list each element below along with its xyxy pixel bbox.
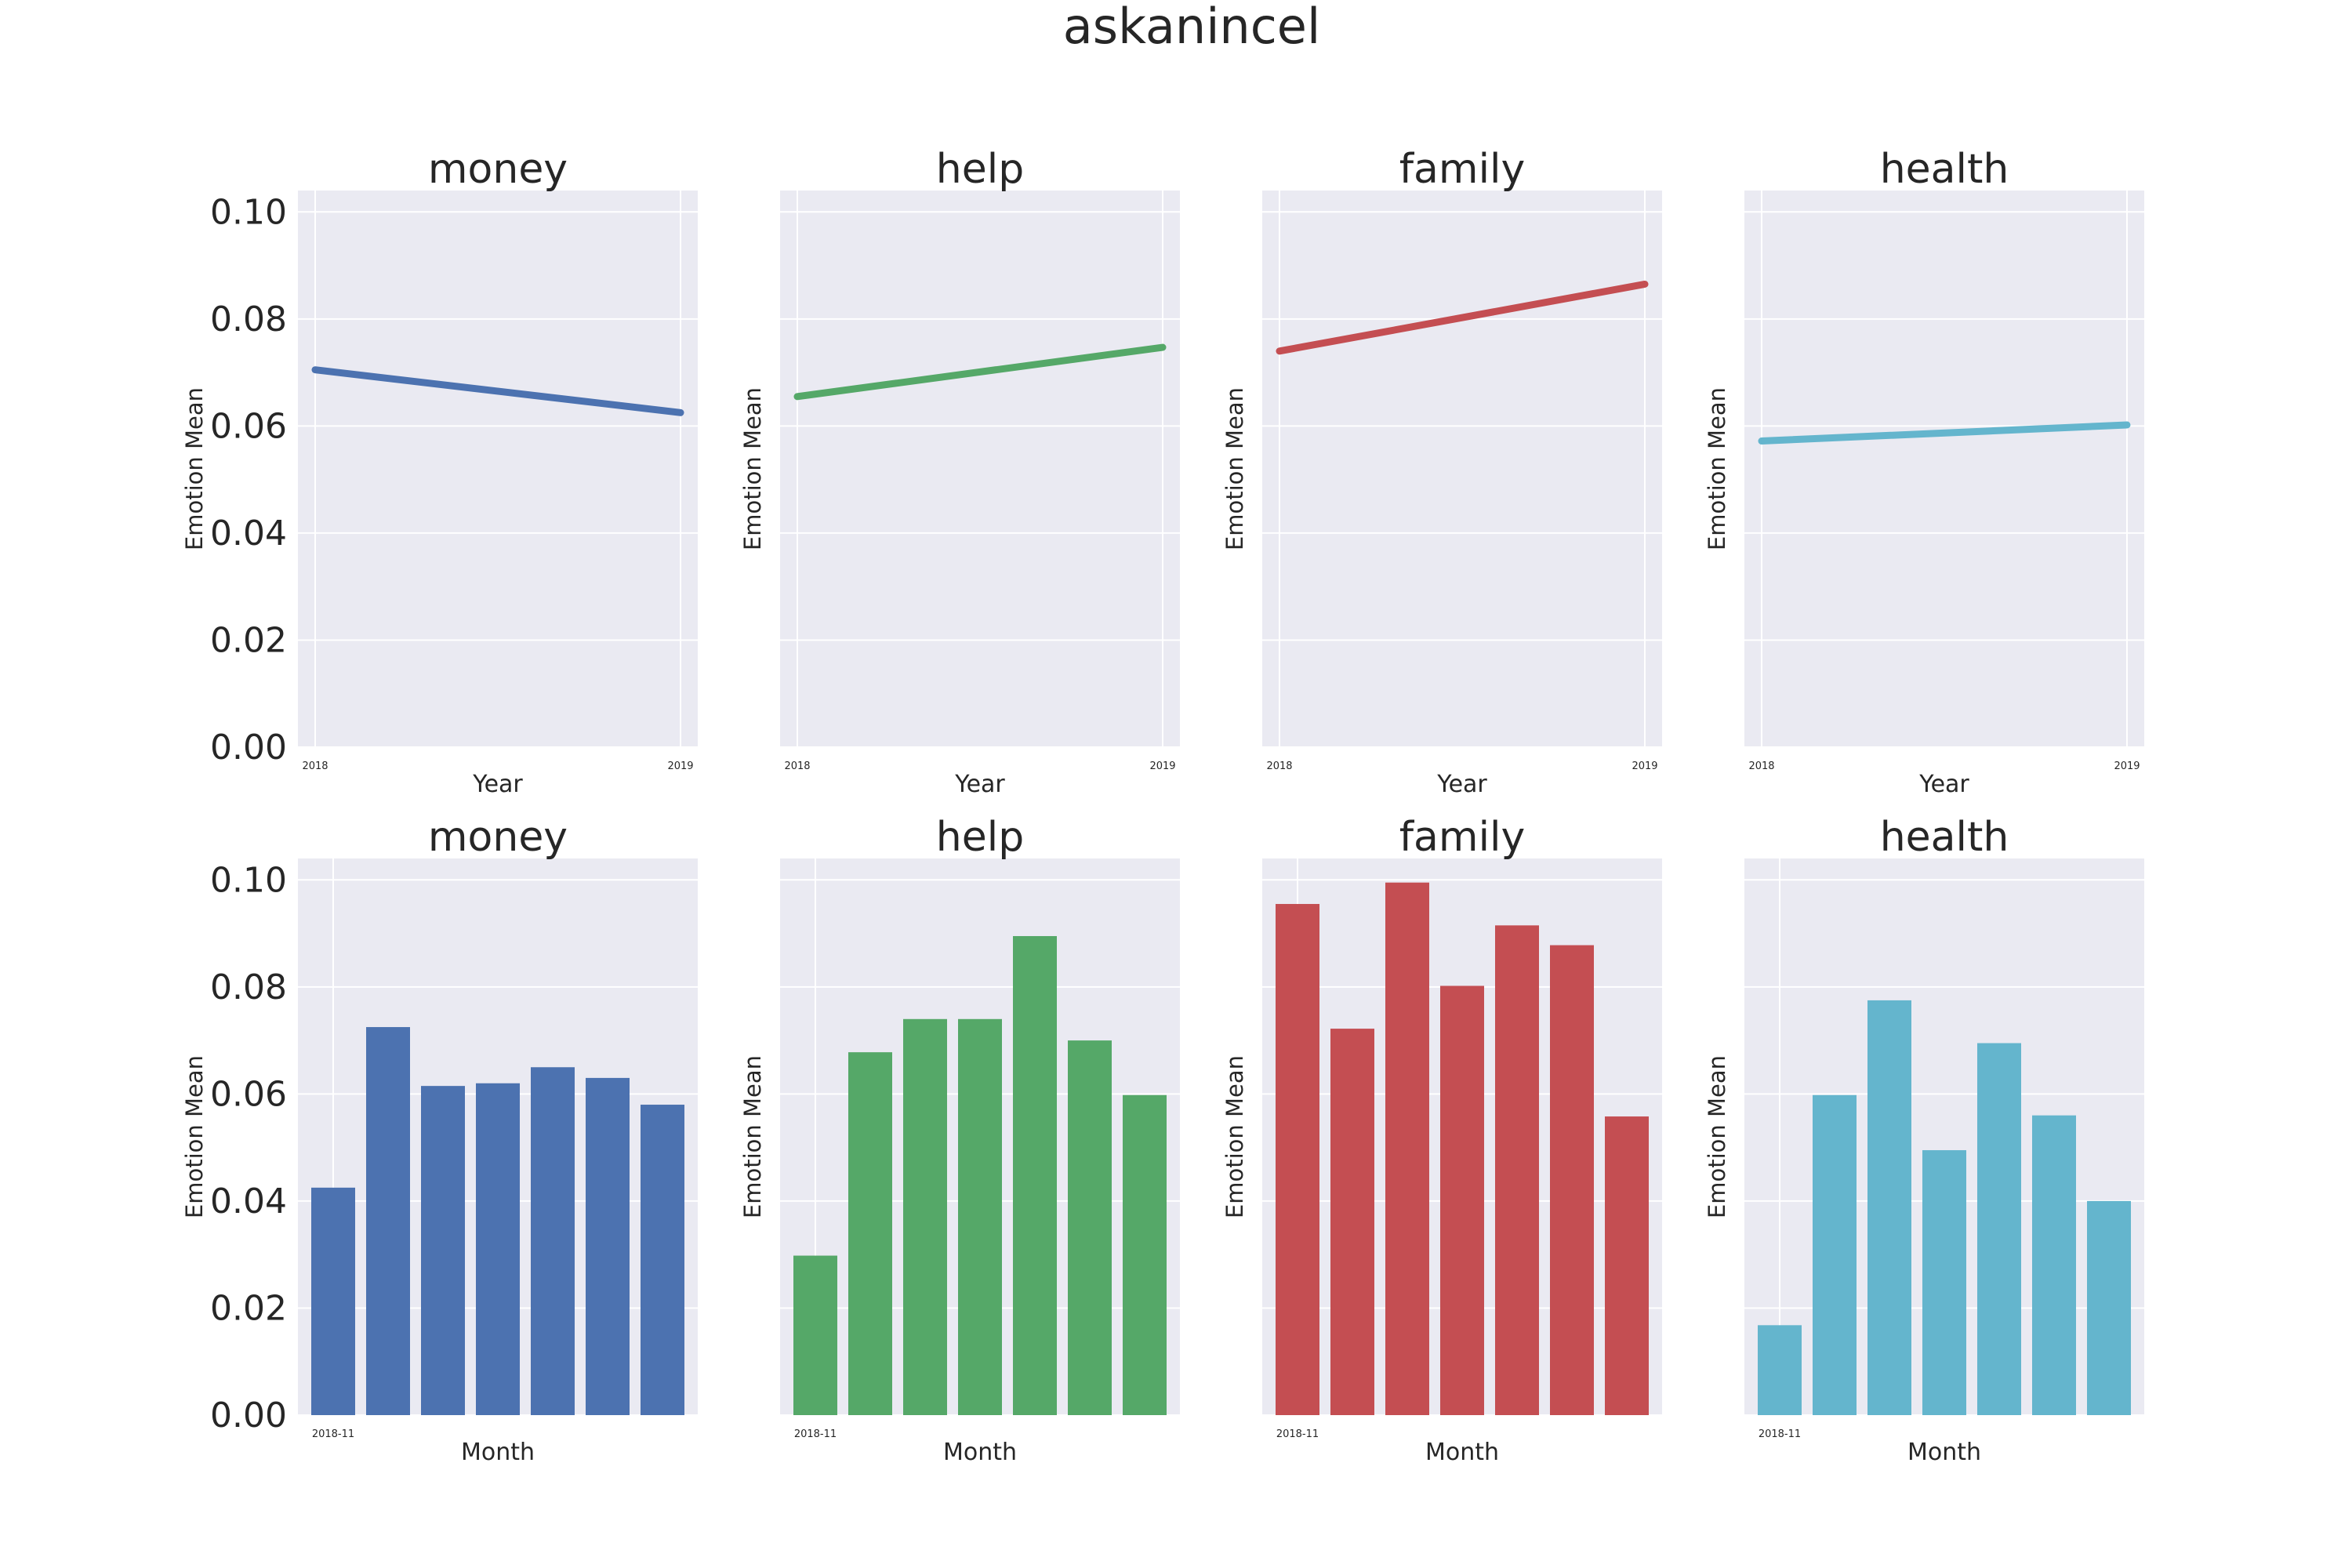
bar <box>1330 1029 1374 1415</box>
y-tick-label: 0.04 <box>210 1181 287 1221</box>
y-axis-label: Emotion Mean <box>739 1055 766 1218</box>
subplot-title: money <box>428 814 568 861</box>
x-tick-label: 2018-11 <box>794 1428 837 1440</box>
x-tick-label: 2019 <box>667 760 693 772</box>
bar <box>1867 1000 1911 1415</box>
subplot-title: family <box>1399 146 1526 193</box>
y-tick-label: 0.08 <box>210 299 287 339</box>
x-axis-label: Month <box>1425 1439 1499 1466</box>
bar <box>1605 1116 1649 1415</box>
x-tick-label: 2018 <box>302 760 328 772</box>
subplot-line-family: 2018 2019 family Year Emotion Mean <box>1221 146 1662 798</box>
plot-area <box>780 191 1180 747</box>
subplot-bar-family: 2018-11 family Month Emotion Mean <box>1221 814 1662 1466</box>
subplot-bar-help: 2018-11 help Month Emotion Mean <box>739 814 1180 1466</box>
subplot-line-help: 2018 2019 help Year Emotion Mean <box>739 146 1180 798</box>
series-line <box>1758 421 2131 445</box>
series-line <box>793 343 1167 401</box>
bar <box>1495 925 1539 1415</box>
figure-title: askanincel <box>1063 0 1320 55</box>
subplot-title: family <box>1399 814 1526 861</box>
plot-area <box>1262 191 1662 747</box>
y-tick-label: 0.06 <box>210 406 287 446</box>
bar <box>958 1018 1002 1415</box>
y-axis-label: Emotion Mean <box>1704 1055 1730 1218</box>
bar <box>1013 935 1057 1415</box>
x-axis-label: Year <box>1918 771 1969 798</box>
subplot-title: money <box>428 146 568 193</box>
subplot-line-money: 0.00 0.02 0.04 0.06 0.08 0.10 2018 2019 money Yea… <box>181 146 698 798</box>
bar <box>1550 945 1594 1415</box>
x-tick-label: 2019 <box>1632 760 1657 772</box>
y-axis-label: Emotion Mean <box>181 387 208 550</box>
bar <box>311 1187 355 1415</box>
bar <box>2087 1200 2131 1415</box>
bar <box>1276 904 1319 1415</box>
y-axis-label: Emotion Mean <box>1704 387 1730 550</box>
bar <box>641 1105 684 1415</box>
y-axis-label: Emotion Mean <box>181 1055 208 1218</box>
bar <box>531 1067 575 1415</box>
x-tick-label: 2018 <box>1748 760 1774 772</box>
bar <box>1385 882 1429 1415</box>
bar <box>366 1027 410 1415</box>
bar <box>1922 1150 1966 1415</box>
bar <box>421 1086 465 1415</box>
x-axis-label: Year <box>954 771 1005 798</box>
bar <box>586 1077 630 1415</box>
x-tick-label: 2019 <box>2114 760 2140 772</box>
subplot-title: health <box>1880 814 2009 861</box>
x-tick-label: 2018 <box>1266 760 1292 772</box>
x-axis-label: Year <box>472 771 523 798</box>
bar <box>1440 985 1484 1415</box>
plot-area <box>298 191 698 747</box>
subplot-title: help <box>936 146 1024 193</box>
series-line <box>311 366 684 416</box>
bar <box>1068 1040 1112 1415</box>
subplot-grid: 0.00 0.02 0.04 0.06 0.08 0.10 2018 2019 money Yea… <box>181 146 2144 1466</box>
subplot-bar-money: 0.00 0.02 0.04 0.06 0.08 0.10 2018-11 money Mont… <box>181 814 698 1466</box>
bar <box>476 1083 520 1415</box>
subplot-line-health: 2018 2019 health Year Emotion Mean <box>1704 146 2144 798</box>
subplot-bar-health: 2018-11 health Month Emotion Mean <box>1704 814 2144 1466</box>
y-tick-label: 0.00 <box>210 1396 287 1436</box>
bar <box>1977 1043 2021 1415</box>
bar <box>848 1052 892 1415</box>
bar <box>793 1255 837 1415</box>
bar <box>2032 1115 2076 1415</box>
y-tick-label: 0.00 <box>210 728 287 768</box>
y-tick-label: 0.06 <box>210 1074 287 1114</box>
y-tick-label: 0.08 <box>210 967 287 1007</box>
bar <box>1758 1325 1802 1415</box>
y-axis-label: Emotion Mean <box>1221 387 1248 550</box>
x-tick-label: 2018 <box>784 760 810 772</box>
y-tick-label: 0.10 <box>210 860 287 900</box>
bar <box>903 1018 947 1415</box>
x-axis-label: Year <box>1436 771 1487 798</box>
y-axis-label: Emotion Mean <box>1221 1055 1248 1218</box>
x-tick-label: 2018-11 <box>312 1428 354 1440</box>
y-axis-label: Emotion Mean <box>739 387 766 550</box>
y-tick-label: 0.04 <box>210 514 287 554</box>
subplot-title: health <box>1880 146 2009 193</box>
x-axis-label: Month <box>461 1439 535 1466</box>
plot-area <box>1744 191 2144 747</box>
x-tick-label: 2018-11 <box>1759 1428 1801 1440</box>
series-line <box>1276 280 1649 355</box>
bar <box>1123 1094 1167 1415</box>
subplot-title: help <box>936 814 1024 861</box>
y-tick-label: 0.02 <box>210 620 287 660</box>
x-axis-label: Month <box>943 1439 1017 1466</box>
bar <box>1813 1094 1857 1415</box>
x-tick-label: 2018-11 <box>1276 1428 1319 1440</box>
y-tick-label: 0.10 <box>210 192 287 232</box>
x-axis-label: Month <box>1907 1439 1981 1466</box>
x-tick-label: 2019 <box>1149 760 1175 772</box>
y-tick-label: 0.02 <box>210 1288 287 1328</box>
